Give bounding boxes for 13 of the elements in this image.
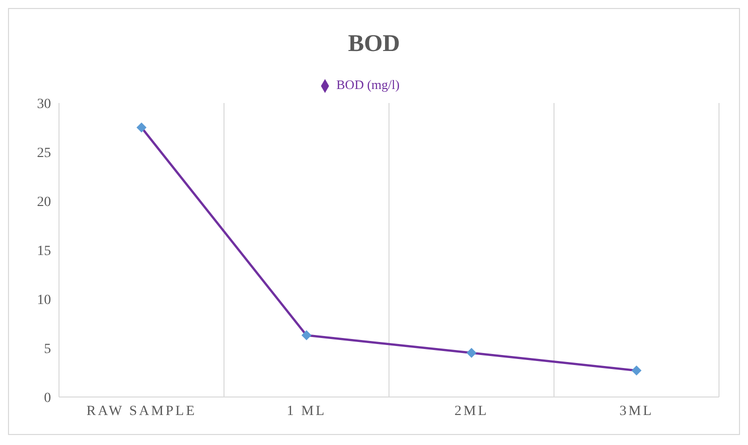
y-tick-label: 15 xyxy=(37,244,51,259)
chart-title: BOD xyxy=(346,30,401,59)
y-tick-label: 0 xyxy=(44,390,51,406)
legend-label: BOD (mg/l) xyxy=(336,77,400,92)
x-tick-label: 1 ML xyxy=(286,404,326,419)
x-tick-label: 2ML xyxy=(454,404,488,419)
y-tick-label: 25 xyxy=(37,146,51,161)
x-tick-label: 3ML xyxy=(620,404,654,419)
y-tick-label: 5 xyxy=(44,342,51,357)
y-tick-label: 20 xyxy=(37,194,51,210)
y-tick-label: 10 xyxy=(37,292,51,308)
y-tick-label: 30 xyxy=(37,96,51,112)
x-tick-label: RAW SAMPLE xyxy=(86,404,197,419)
